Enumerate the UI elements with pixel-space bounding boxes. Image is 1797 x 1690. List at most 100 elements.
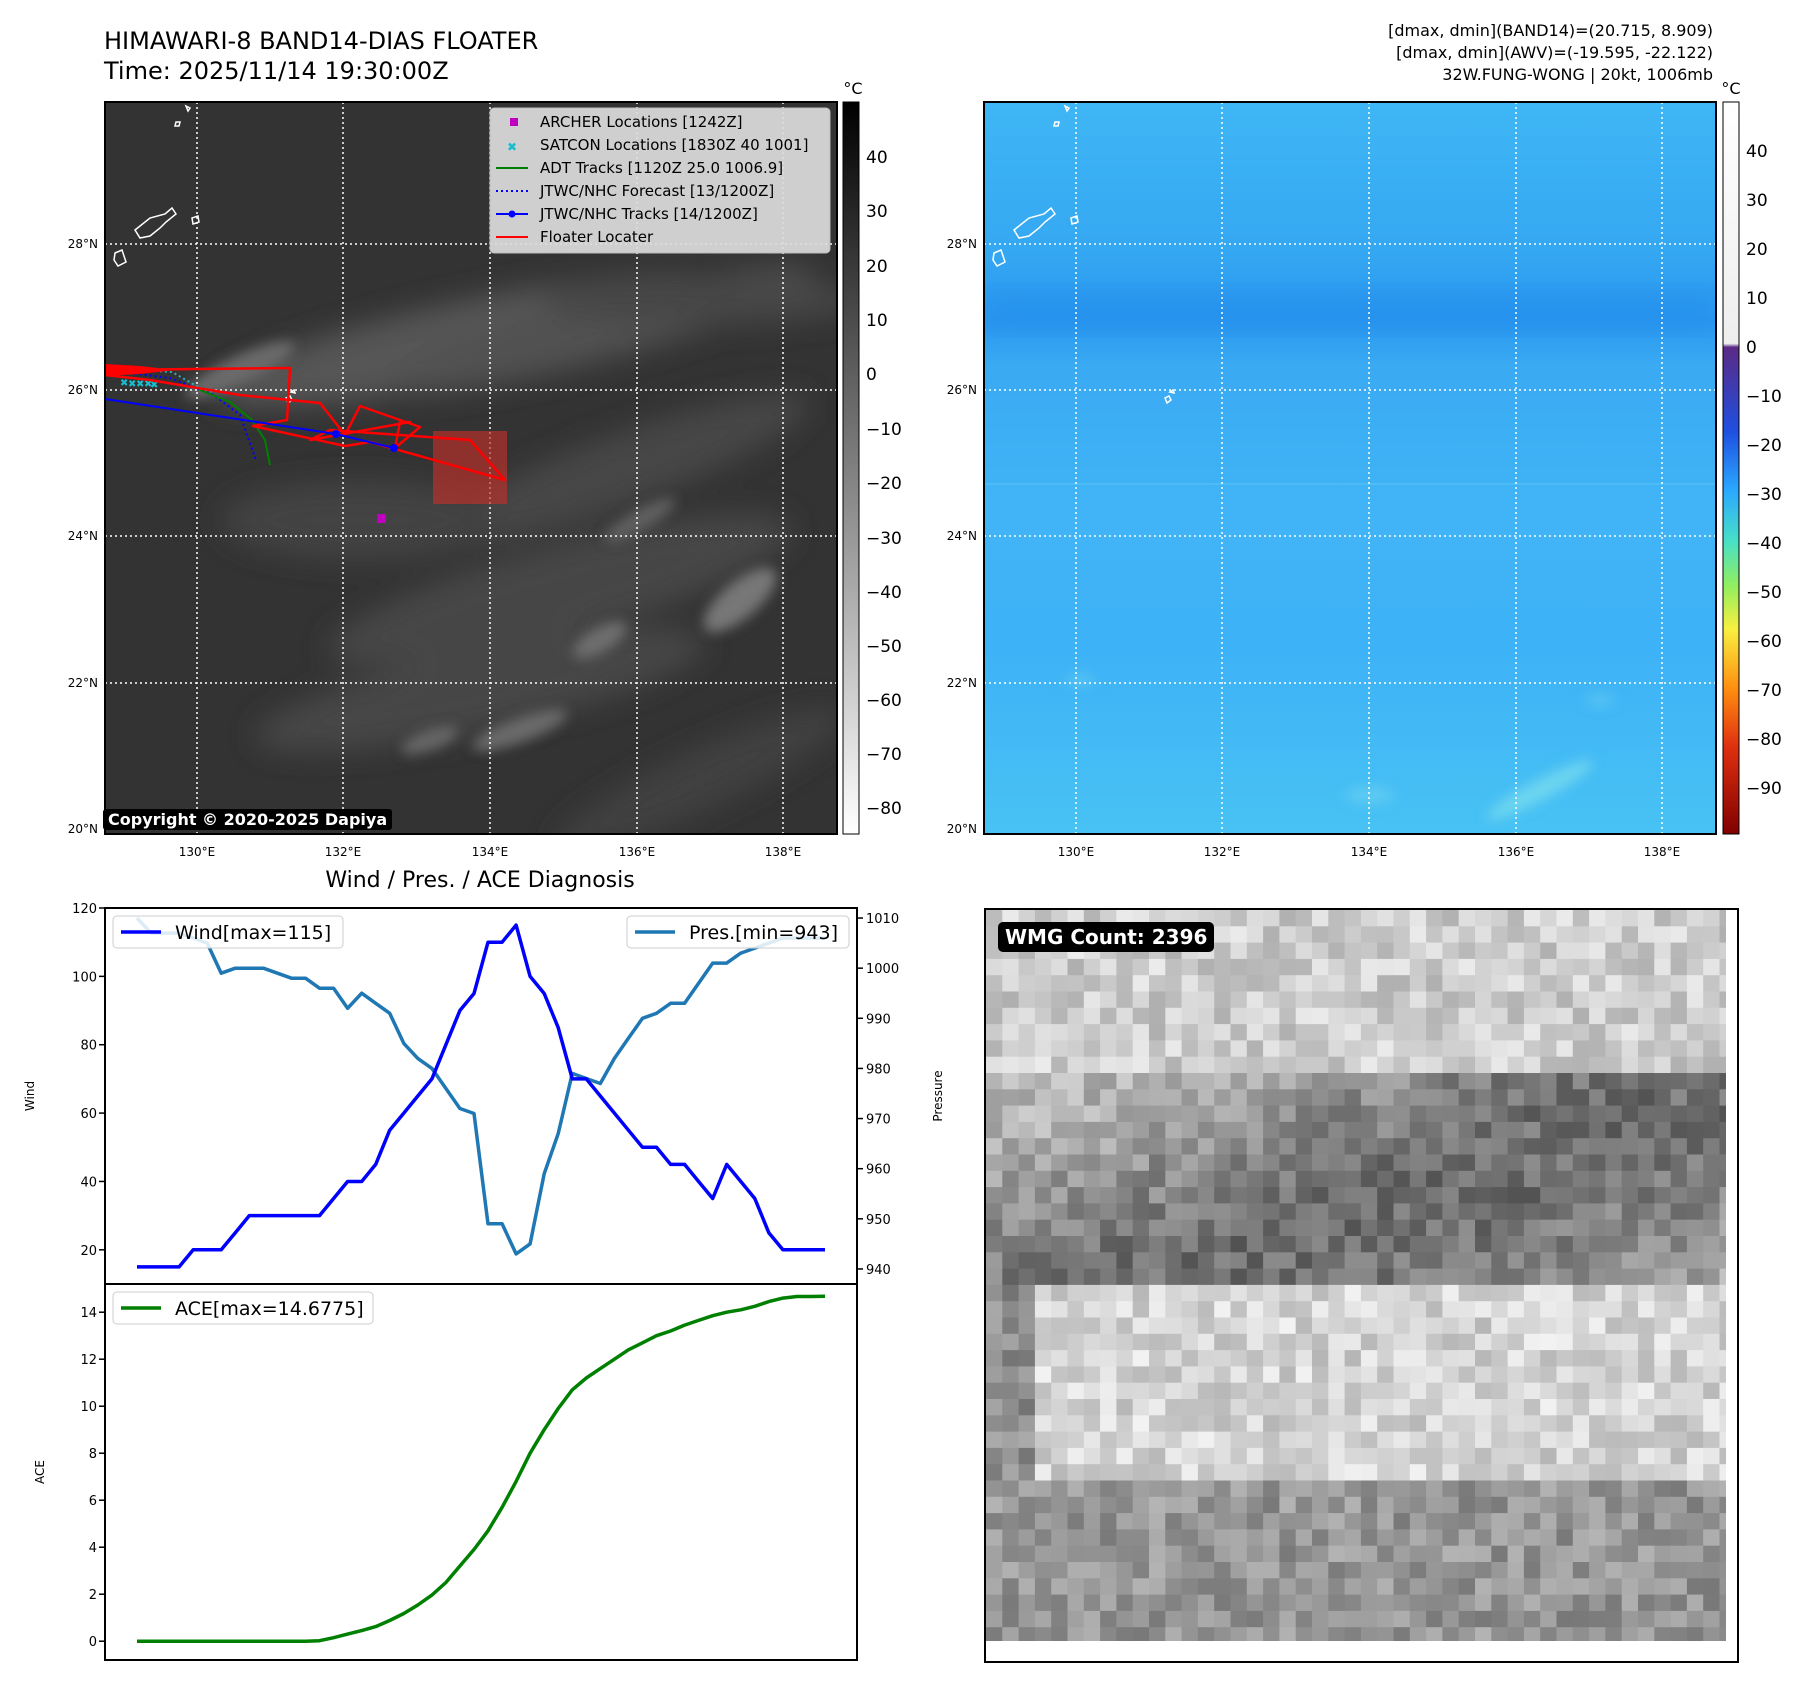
wmg-pixel bbox=[1360, 1480, 1378, 1498]
wmg-pixel bbox=[1132, 1105, 1150, 1123]
wmg-pixel bbox=[1458, 1415, 1476, 1433]
wmg-pixel bbox=[1393, 1252, 1411, 1270]
wmg-pixel bbox=[1263, 975, 1280, 993]
wmg-pixel bbox=[1051, 1089, 1069, 1107]
wmg-pixel bbox=[1083, 1268, 1101, 1286]
wmg-pixel bbox=[1589, 1105, 1606, 1123]
wmg-pixel bbox=[1328, 958, 1346, 976]
wmg-pixel bbox=[1686, 1170, 1704, 1188]
wmg-pixel bbox=[1018, 975, 1036, 993]
wmg-pixel bbox=[1409, 1170, 1427, 1188]
wmg-pixel bbox=[1686, 1252, 1704, 1270]
wmg-pixel bbox=[1654, 1545, 1672, 1563]
wmg-pixel bbox=[1181, 1284, 1199, 1302]
wmg-pixel bbox=[1686, 1284, 1704, 1302]
wmg-pixel bbox=[1654, 1073, 1672, 1090]
wmg-pixel bbox=[1621, 1464, 1639, 1482]
wmg-pixel bbox=[1197, 1496, 1215, 1514]
wmg-pixel bbox=[1132, 1154, 1150, 1172]
wmg-pixel bbox=[1263, 1594, 1280, 1612]
left-colorbar-unit: °C bbox=[843, 79, 862, 98]
wmg-pixel bbox=[1458, 1399, 1476, 1416]
wmg-pixel bbox=[1002, 958, 1020, 976]
wmg-pixel bbox=[1034, 1627, 1052, 1645]
wmg-pixel bbox=[1409, 1578, 1427, 1596]
wmg-pixel bbox=[1100, 975, 1117, 993]
wmg-pixel bbox=[1377, 1366, 1395, 1384]
wmg-pixel bbox=[1149, 1480, 1166, 1498]
wmg-pixel bbox=[1621, 1219, 1639, 1237]
wmg-pixel bbox=[1621, 1187, 1639, 1204]
wmg-pixel bbox=[1132, 1089, 1150, 1107]
wmg-pixel bbox=[1393, 1610, 1411, 1628]
wmg-pixel bbox=[1034, 1187, 1052, 1204]
wmg-pixel bbox=[1279, 975, 1297, 993]
wmg-pixel bbox=[1426, 1105, 1443, 1123]
wmg-pixel bbox=[1686, 1073, 1704, 1090]
wmg-pixel bbox=[1572, 1236, 1590, 1253]
wmg-pixel bbox=[1263, 1170, 1280, 1188]
wmg-pixel bbox=[1051, 1056, 1069, 1074]
wmg-pixel bbox=[1263, 1203, 1280, 1221]
wmg-pixel bbox=[1018, 1024, 1036, 1041]
wmg-pixel bbox=[1507, 1382, 1525, 1400]
wmg-pixel bbox=[1295, 1562, 1313, 1579]
wmg-pixel bbox=[1703, 1399, 1721, 1416]
wmg-pixel bbox=[1670, 1480, 1688, 1498]
wmg-pixel bbox=[1018, 1089, 1036, 1107]
wmg-pixel bbox=[1230, 1496, 1248, 1514]
wmg-pixel bbox=[1181, 1056, 1199, 1074]
wmg-pixel bbox=[986, 1350, 1003, 1367]
svg-text:132°E: 132°E bbox=[325, 845, 362, 859]
wmg-pixel bbox=[1214, 1121, 1232, 1139]
wmg-pixel bbox=[1312, 1562, 1329, 1579]
wmg-pixel bbox=[1295, 1284, 1313, 1302]
wmg-pixel bbox=[1654, 1513, 1672, 1530]
wmg-pixel bbox=[1149, 1578, 1166, 1596]
wmg-pixel bbox=[1475, 1317, 1492, 1335]
wmg-pixel bbox=[1605, 1496, 1623, 1514]
wmg-pixel bbox=[1654, 1105, 1672, 1123]
wmg-pixel bbox=[1458, 991, 1476, 1009]
wmg-pixel bbox=[1426, 958, 1443, 976]
wmg-pixel bbox=[1214, 1333, 1232, 1351]
wmg-pixel bbox=[1442, 1170, 1460, 1188]
wmg-pixel bbox=[1670, 1121, 1688, 1139]
wmg-pixel bbox=[1475, 1219, 1492, 1237]
wmg-pixel bbox=[1442, 1187, 1460, 1204]
wmg-pixel bbox=[1165, 958, 1183, 976]
wmg-pixel bbox=[1197, 1415, 1215, 1433]
wmg-pixel bbox=[1002, 1236, 1020, 1253]
wmg-pixel bbox=[1165, 1578, 1183, 1596]
wmg-pixel bbox=[1002, 1610, 1020, 1628]
wmg-pixel bbox=[1328, 1333, 1346, 1351]
wmg-pixel bbox=[1165, 1366, 1183, 1384]
wmg-pixel bbox=[1165, 1594, 1183, 1612]
wmg-pixel bbox=[1426, 1480, 1443, 1498]
svg-text:138°E: 138°E bbox=[1644, 845, 1681, 859]
wmg-pixel bbox=[1067, 1105, 1085, 1123]
wmg-pixel bbox=[1458, 1627, 1476, 1645]
wmg-pixel bbox=[1540, 975, 1558, 993]
wmg-pixel bbox=[1263, 1219, 1280, 1237]
wmg-pixel bbox=[1621, 1562, 1639, 1579]
wmg-pixel bbox=[1197, 1578, 1215, 1596]
wmg-pixel bbox=[1263, 1056, 1280, 1074]
wmg-pixel bbox=[1703, 942, 1721, 960]
svg-text:−40: −40 bbox=[866, 583, 902, 603]
wmg-pixel bbox=[1523, 1627, 1541, 1645]
wmg-pixel bbox=[1263, 1562, 1280, 1579]
wmg-pixel bbox=[1344, 1219, 1362, 1237]
wmg-pixel bbox=[1018, 1366, 1036, 1384]
wmg-pixel bbox=[1426, 1627, 1443, 1645]
wmg-pixel bbox=[1181, 1382, 1199, 1400]
wmg-pixel bbox=[1214, 1252, 1232, 1270]
wmg-pixel bbox=[1246, 1203, 1264, 1221]
wmg-pixel bbox=[1279, 1284, 1297, 1302]
wmg-pixel bbox=[1132, 1513, 1150, 1530]
wmg-pixel bbox=[1263, 1464, 1280, 1482]
wmg-pixel bbox=[1638, 1578, 1655, 1596]
wmg-pixel bbox=[1654, 942, 1672, 960]
wmg-pixel bbox=[1360, 1350, 1378, 1367]
wmg-pixel bbox=[1621, 1610, 1639, 1628]
